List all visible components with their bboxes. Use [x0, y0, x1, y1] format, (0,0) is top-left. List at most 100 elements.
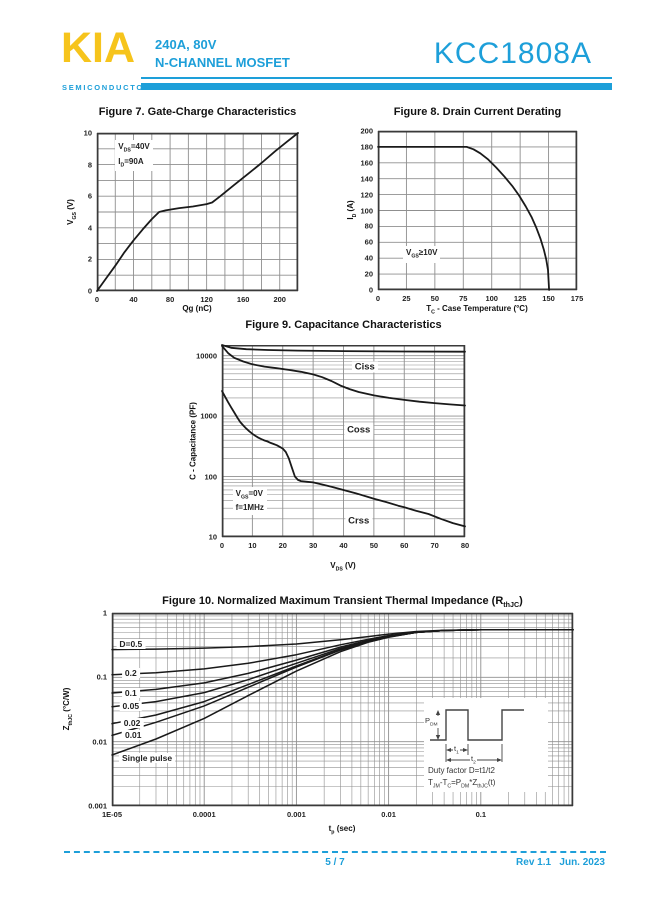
x-tick-label: 50: [430, 294, 440, 303]
figure-title: Figure 10. Normalized Maximum Transient …: [162, 595, 523, 610]
fig8-plot-area: [377, 130, 578, 291]
curve-d-0.2: [111, 628, 574, 676]
fig10-plot-area: [111, 612, 574, 807]
y-tick-label: 6: [87, 191, 92, 201]
y-tick-label: 60: [364, 237, 373, 247]
t1-label: t1: [453, 744, 460, 756]
footer-divider: [64, 851, 606, 853]
curve-ciss: [221, 344, 466, 353]
curve-label-single-pulse: Single pulse: [119, 752, 176, 763]
x-tick-label: 150: [542, 294, 555, 303]
y-tick-label: 80: [364, 221, 373, 231]
x-tick-label: 40: [339, 541, 348, 550]
x-tick-label: 50: [369, 541, 379, 550]
curve-vgs: [96, 132, 299, 292]
header-rule-thick: [141, 83, 612, 90]
y-tick-label: 0.001: [88, 801, 107, 811]
x-tick-label: 30: [308, 541, 318, 550]
kia-logo: KIA: [61, 24, 136, 72]
x-tick-label: 0: [375, 294, 381, 303]
x-tick-label: 20: [278, 541, 287, 550]
y-tick-label: 180: [360, 142, 373, 152]
x-tick-label: 200: [273, 295, 286, 304]
curve-id: [377, 145, 551, 291]
t2-label: t2: [470, 754, 477, 766]
x-tick-label: 80: [165, 295, 175, 304]
y-axis-title: ZthJC (°C/W): [62, 687, 74, 731]
curve-coss: [221, 345, 466, 407]
plot-border: [222, 345, 465, 537]
device-rating: 240A, 80V: [155, 37, 217, 52]
arrowhead: [463, 748, 468, 752]
figure-title: Figure 7. Gate-Charge Characteristics: [98, 106, 297, 118]
figure-title: Figure 9. Capacitance Characteristics: [245, 319, 442, 331]
y-tick-label: 8: [87, 160, 92, 170]
x-tick-label: 60: [400, 541, 409, 550]
y-tick-label: 10: [83, 128, 92, 138]
y-tick-label: 140: [360, 174, 373, 184]
x-tick-label: 0: [219, 541, 225, 550]
arrowhead: [497, 758, 502, 762]
x-tick-label: 0.001: [287, 810, 306, 819]
curve-label-crss: Crss: [345, 515, 373, 527]
x-axis-title: Qg (nC): [182, 304, 212, 313]
y-tick-label: 40: [364, 253, 373, 263]
curve-label-0.2: 0.2: [121, 668, 140, 679]
device-type: N-CHANNEL MOSFET: [155, 54, 290, 70]
x-tick-label: 0.01: [381, 810, 396, 819]
curve-d-0.05: [111, 628, 574, 708]
y-tick-label: 160: [360, 158, 373, 168]
pdm-label: PDM: [424, 716, 439, 728]
figure-title: Figure 8. Drain Current Derating: [393, 106, 562, 118]
x-tick-label: 75: [459, 294, 468, 303]
y-tick-label: 2: [87, 254, 92, 264]
fig9-plot-area: [221, 344, 466, 538]
plot-border: [97, 133, 298, 291]
x-tick-label: 40: [129, 295, 138, 304]
x-tick-label: 0: [94, 295, 100, 304]
y-tick-label: 10000: [196, 351, 217, 361]
y-tick-label: 200: [360, 126, 373, 136]
y-tick-label: 100: [204, 472, 217, 482]
x-tick-label: 25: [402, 294, 411, 303]
curve-single-pulse: [111, 628, 574, 756]
arrowhead: [446, 758, 451, 762]
y-tick-label: 0.01: [92, 737, 107, 747]
y-tick-label: 1: [102, 608, 107, 618]
chart-annotation: VDS=40V ID=90A: [115, 140, 153, 171]
x-tick-label: 0.1: [475, 810, 487, 819]
x-tick-label: 1E-05: [101, 810, 123, 819]
curve-crss: [221, 390, 466, 528]
x-tick-label: 100: [485, 294, 498, 303]
header-rule-thin: [141, 77, 612, 79]
y-tick-label: 10: [208, 532, 217, 542]
pulse-trace: [430, 709, 524, 741]
y-tick-label: 0: [87, 286, 92, 296]
x-tick-label: 120: [200, 295, 213, 304]
y-tick-label: 0.1: [96, 672, 107, 682]
chart-annotation: VGS=0V f=1MHz: [232, 486, 267, 516]
duty-cycle-inset: PDM t1 t2 Duty factor D=t1/t2 TJM-TC=PDM*Zth…: [424, 698, 548, 792]
y-tick-label: 100: [360, 206, 373, 215]
x-tick-label: 175: [570, 294, 584, 303]
y-tick-label: 1000: [200, 411, 217, 421]
curve-label-coss: Coss: [344, 424, 374, 436]
chart-annotation: VGS≥10V: [403, 246, 441, 263]
curve-label-0.02: 0.02: [120, 718, 144, 728]
curve-label-0.05: 0.05: [119, 700, 143, 711]
revision-label: Rev 1.1 Jun. 2023: [516, 857, 605, 868]
y-tick-label: 0: [368, 285, 373, 295]
part-number: KCC1808A: [433, 37, 592, 70]
curve-label-d-0.5: D=0.5: [116, 638, 146, 649]
x-tick-label: 70: [430, 541, 439, 550]
curve-label-ciss: Ciss: [351, 361, 378, 373]
arrowhead: [435, 710, 441, 715]
x-axis-title: VDS (V): [330, 561, 356, 573]
curve-label-0.01: 0.01: [121, 730, 145, 741]
x-tick-label: 125: [513, 294, 527, 303]
arrowhead: [446, 748, 451, 752]
